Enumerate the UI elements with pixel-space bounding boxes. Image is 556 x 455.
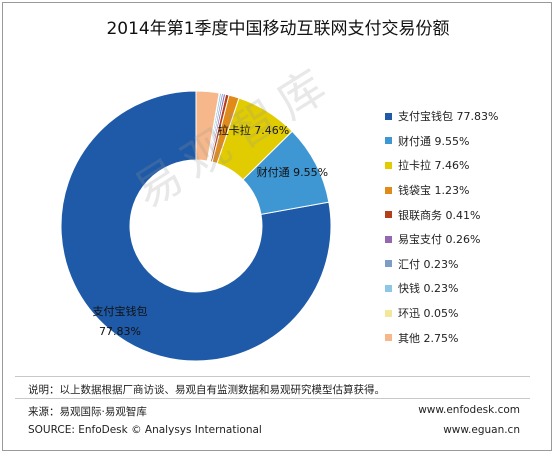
- legend: 支付宝钱包 77.83% 财付通 9.55% 拉卡拉 7.46% 钱袋宝 1.23% 银…: [385, 104, 550, 350]
- data-label-1: 支付宝钱包 77.83%: [92, 304, 147, 338]
- footnote: 说明：以上数据根据厂商访谈、易观自有监测数据和易观研究模型估算获得。: [28, 384, 385, 396]
- chart-title: 2014年第1季度中国移动互联网支付交易份额: [106, 19, 450, 39]
- donut-slices: [60, 90, 332, 362]
- legend-label: 汇付 0.23%: [398, 257, 459, 271]
- site-eguan[interactable]: www.eguan.cn: [443, 424, 520, 436]
- legend-label: 环迅 0.05%: [398, 307, 459, 321]
- source-divider: [15, 398, 530, 399]
- legend-swatch: [385, 112, 392, 120]
- legend-swatch: [385, 186, 392, 194]
- source-en: SOURCE: EnfoDesk © Analysys Internationa…: [28, 424, 262, 436]
- slice-10: [195, 90, 220, 162]
- legend-item-10: 其他 2.75%: [385, 325, 550, 350]
- legend-item-7: 汇付 0.23%: [385, 252, 550, 277]
- legend-label: 快钱 0.23%: [398, 282, 459, 296]
- legend-label: 其他 2.75%: [398, 331, 459, 345]
- legend-label: 易宝支付 0.26%: [398, 233, 481, 247]
- legend-item-8: 快钱 0.23%: [385, 276, 550, 301]
- legend-label: 支付宝钱包 77.83%: [398, 110, 499, 124]
- legend-swatch: [385, 260, 392, 268]
- legend-swatch: [385, 211, 392, 219]
- slice-1: [60, 90, 332, 362]
- legend-swatch: [385, 137, 392, 145]
- legend-item-9: 环迅 0.05%: [385, 301, 550, 326]
- legend-item-4: 钱袋宝 1.23%: [385, 178, 550, 203]
- legend-swatch: [385, 309, 392, 317]
- data-label-2: 财付通 9.55%: [257, 165, 328, 179]
- site-enfodesk[interactable]: www.enfodesk.com: [418, 404, 520, 416]
- data-labels: 支付宝钱包 77.83% 财付通 9.55% 拉卡拉 7.46%: [92, 123, 328, 338]
- legend-item-3: 拉卡拉 7.46%: [385, 153, 550, 178]
- source-cn: 来源：易观国际·易观智库: [28, 406, 147, 418]
- legend-item-6: 易宝支付 0.26%: [385, 227, 550, 252]
- legend-swatch: [385, 334, 392, 342]
- legend-label: 财付通 9.55%: [398, 134, 470, 148]
- legend-item-1: 支付宝钱包 77.83%: [385, 104, 550, 129]
- legend-item-5: 银联商务 0.41%: [385, 202, 550, 227]
- legend-swatch: [385, 161, 392, 169]
- legend-label: 钱袋宝 1.23%: [398, 184, 470, 198]
- legend-label: 银联商务 0.41%: [398, 208, 481, 222]
- legend-label: 拉卡拉 7.46%: [398, 159, 470, 173]
- note-divider: [15, 376, 530, 377]
- legend-swatch: [385, 284, 392, 292]
- legend-item-2: 财付通 9.55%: [385, 129, 550, 154]
- data-label-3: 拉卡拉 7.46%: [218, 123, 289, 137]
- legend-swatch: [385, 235, 392, 243]
